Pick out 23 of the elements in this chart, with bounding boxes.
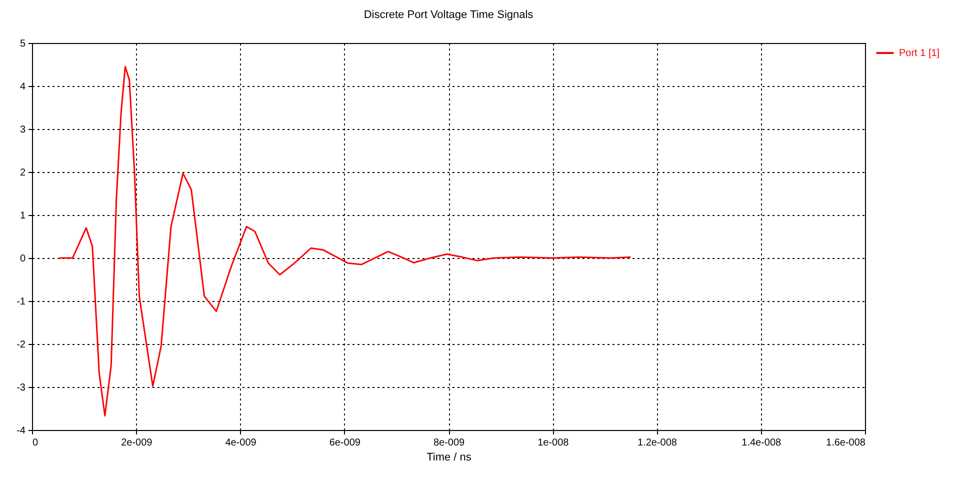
y-tick-label: -3 — [16, 382, 26, 394]
x-tick-label: 6e-009 — [329, 438, 361, 448]
y-tick-label: 4 — [20, 82, 26, 92]
x-tick-label: 1.2e-008 — [638, 438, 678, 448]
x-tick-label: 4e-009 — [225, 438, 257, 448]
y-tick-label: 2 — [20, 168, 26, 178]
y-tick-label: -4 — [16, 426, 26, 436]
chart-title: Discrete Port Voltage Time Signals — [364, 9, 534, 21]
y-tick-label: -2 — [16, 340, 26, 350]
y-tick-label: -1 — [16, 296, 26, 308]
x-tick-label: 8e-009 — [433, 438, 466, 448]
x-tick-label: 1e-008 — [538, 438, 570, 448]
x-tick-label: 1.4e-008 — [742, 438, 782, 448]
x-tick-label: 0 — [32, 438, 38, 448]
x-tick-label: 2e-009 — [121, 438, 153, 448]
legend-label: Port 1 [1] — [899, 48, 940, 59]
line-series — [58, 66, 632, 417]
x-axis-title: Time / ns — [426, 452, 472, 464]
y-tick-label: 3 — [20, 124, 26, 136]
y-tick-label: 5 — [20, 38, 26, 50]
y-tick-label: 1 — [20, 210, 26, 222]
x-tick-label: 1.6e-008 — [826, 438, 866, 448]
y-tick-label: 0 — [20, 254, 26, 264]
